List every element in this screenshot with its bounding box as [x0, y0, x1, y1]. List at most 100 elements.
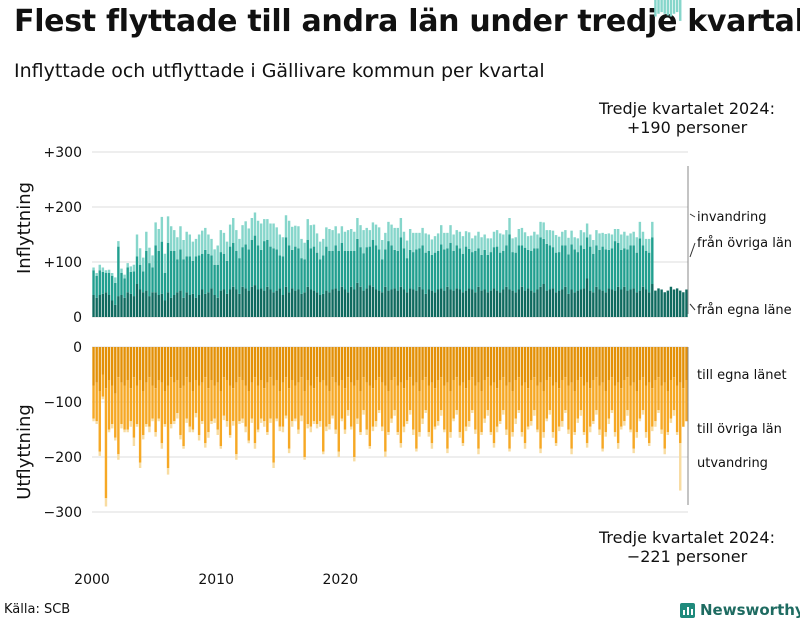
bar-inflyttning [287, 292, 291, 317]
bar-inflyttning [213, 249, 216, 265]
bar-utflyttning [182, 446, 185, 449]
bar-utflyttning [384, 451, 387, 457]
bar-utflyttning [222, 377, 226, 416]
newsworthy-logo[interactable]: Newsworthy [680, 601, 800, 619]
bar-inflyttning [101, 267, 105, 272]
bar-utflyttning [340, 380, 344, 419]
bar-inflyttning [200, 230, 204, 254]
bar-inflyttning [551, 230, 555, 248]
bar-inflyttning [371, 240, 375, 287]
bar-inflyttning [343, 231, 347, 251]
bar-utflyttning [306, 347, 309, 380]
bar-inflyttning [654, 290, 657, 317]
bar-inflyttning [353, 289, 356, 317]
bar-utflyttning [104, 347, 108, 389]
bar-inflyttning [104, 292, 108, 317]
bar-utflyttning [523, 443, 527, 449]
bar-utflyttning [92, 347, 95, 386]
bar-utflyttning [579, 347, 583, 378]
bar-utflyttning [322, 380, 325, 452]
bar-utflyttning [669, 347, 673, 380]
bar-utflyttning [269, 418, 272, 423]
bar-inflyttning [495, 246, 499, 291]
bar-utflyttning [110, 424, 114, 429]
bar-inflyttning [551, 288, 555, 317]
bar-utflyttning [328, 347, 331, 391]
bar-inflyttning [235, 230, 238, 251]
bar-utflyttning [502, 347, 505, 378]
bar-inflyttning [284, 237, 288, 287]
bar-inflyttning [402, 289, 406, 317]
bar-inflyttning [216, 245, 219, 265]
bar-utflyttning [148, 377, 151, 427]
bar-utflyttning [346, 410, 350, 416]
bar-inflyttning [666, 290, 670, 317]
bar-utflyttning [520, 385, 524, 433]
bar-utflyttning [647, 382, 651, 444]
bar-inflyttning [309, 225, 313, 249]
bar-inflyttning [325, 246, 328, 291]
bar-inflyttning [644, 238, 648, 251]
bar-inflyttning [561, 289, 564, 317]
bar-utflyttning [312, 347, 316, 389]
bar-utflyttning [663, 347, 666, 383]
bar-inflyttning [489, 252, 493, 291]
bar-utflyttning [610, 410, 614, 413]
bar-utflyttning [95, 347, 98, 383]
bar-utflyttning [390, 347, 393, 380]
bar-utflyttning [669, 418, 673, 423]
bar-inflyttning [117, 246, 120, 297]
bar-inflyttning [349, 251, 353, 287]
bar-utflyttning [675, 385, 679, 433]
bar-inflyttning [604, 249, 607, 293]
bar-inflyttning [173, 230, 176, 251]
bar-utflyttning [573, 391, 576, 433]
bar-utflyttning [204, 443, 207, 448]
bar-utflyttning [349, 382, 353, 427]
bar-utflyttning [331, 377, 334, 416]
bar-utflyttning [651, 426, 654, 432]
bar-inflyttning [629, 245, 632, 290]
bar-utflyttning [194, 347, 198, 380]
bar-inflyttning [393, 249, 396, 289]
bar-utflyttning [592, 347, 595, 380]
bar-utflyttning [200, 421, 204, 424]
bar-inflyttning [436, 289, 440, 317]
bar-utflyttning [561, 347, 564, 380]
bar-utflyttning [570, 448, 573, 455]
bar-utflyttning [638, 347, 642, 380]
bar-inflyttning [207, 234, 210, 254]
bar-utflyttning [163, 347, 167, 391]
bar-inflyttning [272, 292, 275, 317]
bar-utflyttning [551, 347, 555, 386]
bar-utflyttning [446, 382, 449, 449]
bar-utflyttning [368, 446, 372, 449]
bar-utflyttning [576, 380, 580, 419]
bar-utflyttning [641, 347, 645, 378]
bar-inflyttning [604, 233, 607, 250]
bar-inflyttning [235, 289, 238, 317]
bar-utflyttning [415, 347, 418, 383]
bar-utflyttning [303, 347, 306, 391]
bar-inflyttning [315, 233, 319, 253]
bar-utflyttning [492, 382, 496, 444]
bar-inflyttning [607, 233, 611, 250]
bar-inflyttning [253, 285, 257, 317]
bar-inflyttning [486, 238, 489, 255]
bar-inflyttning [675, 0, 679, 13]
bar-inflyttning [377, 227, 381, 250]
bar-utflyttning [135, 424, 139, 427]
bar-utflyttning [117, 377, 120, 455]
bar-utflyttning [151, 385, 154, 419]
bar-utflyttning [589, 347, 592, 389]
bar-inflyttning [663, 0, 666, 14]
bar-inflyttning [353, 231, 356, 251]
bar-utflyttning [399, 382, 403, 444]
bar-inflyttning [306, 286, 309, 317]
bar-utflyttning [585, 347, 589, 383]
bar-utflyttning [365, 429, 368, 435]
bar-utflyttning [191, 391, 195, 430]
bar-inflyttning [573, 249, 576, 293]
bar-utflyttning [554, 443, 558, 446]
bar-utflyttning [325, 347, 328, 386]
